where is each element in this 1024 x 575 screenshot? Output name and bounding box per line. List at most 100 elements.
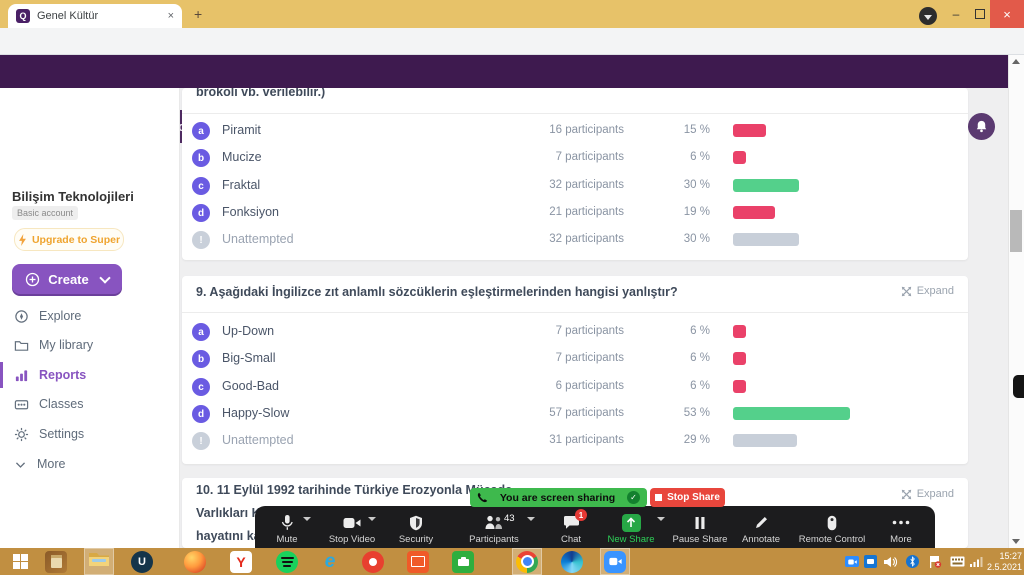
chevron-up-icon[interactable] [303, 517, 311, 521]
option-row: a Piramit 16 participants 15 % [182, 121, 968, 141]
zoom-panel-tab[interactable] [1013, 375, 1024, 398]
sidebar-item-explore[interactable]: Explore [0, 303, 180, 329]
new-share-button[interactable]: New Share [601, 506, 661, 548]
media-control-icon[interactable] [919, 7, 937, 25]
percentage: 6 % [690, 380, 710, 392]
security-button[interactable]: Security [385, 506, 447, 548]
mute-button[interactable]: Mute [259, 506, 315, 548]
expand-label: Expand [916, 285, 954, 297]
account-plan-badge: Basic account [12, 206, 79, 220]
toolbar-label: Mute [276, 534, 298, 545]
bluetooth-icon[interactable] [906, 554, 919, 569]
app-header: QUIZIZZ Search Reports [0, 55, 1024, 143]
scroll-down-arrow[interactable] [1012, 539, 1020, 544]
spotify-icon [276, 550, 298, 573]
clock-time: 15:27 [999, 551, 1022, 561]
percentage: 6 % [690, 352, 710, 364]
tab-close-icon[interactable]: × [167, 10, 174, 22]
result-bar [733, 380, 746, 393]
action-center-flag-icon[interactable] [928, 554, 942, 569]
option-row: d Happy-Slow 57 participants 53 % [182, 404, 968, 424]
shield-check-icon[interactable]: ✓ [627, 491, 640, 504]
taskbar-photos[interactable] [403, 548, 433, 575]
taskbar-internet-explorer[interactable]: e [315, 548, 345, 575]
browser-tab[interactable]: Q Genel Kültür × [8, 4, 182, 28]
notifications-bell[interactable] [968, 113, 995, 140]
scrollbar-thumb[interactable] [1010, 210, 1022, 252]
stop-video-button[interactable]: Stop Video [319, 506, 385, 548]
upgrade-button[interactable]: Upgrade to Super [14, 228, 124, 251]
percentage: 6 % [690, 325, 710, 337]
option-badge: b [192, 350, 210, 368]
sidebar-item-more[interactable]: More [0, 451, 180, 477]
stop-share-button[interactable]: Stop Share [650, 488, 725, 507]
start-button[interactable] [5, 548, 35, 575]
minimize-button[interactable]: – [952, 7, 960, 21]
taskbar-edge[interactable] [557, 548, 587, 575]
result-bar [733, 407, 850, 420]
taskbar-u-app[interactable]: U [127, 548, 157, 575]
screen-sharing-banner: You are screen sharing ✓ [470, 488, 647, 507]
percentage: 53 % [683, 407, 710, 419]
taskbar-store[interactable] [448, 548, 478, 575]
sidebar-item-label: More [37, 457, 66, 471]
chevron-up-icon[interactable] [527, 517, 535, 521]
participants-count: 32 participants [549, 233, 624, 245]
result-bar [733, 434, 797, 447]
create-button[interactable]: Create [12, 264, 122, 294]
taskbar-zoom[interactable] [600, 548, 630, 575]
pause-share-button[interactable]: Pause Share [665, 506, 735, 548]
active-indicator [0, 362, 3, 388]
taskbar-clock[interactable]: 15:27 2.5.2021 [986, 551, 1022, 574]
phone-icon [477, 492, 488, 503]
percentage: 6 % [690, 151, 710, 163]
close-window-button[interactable]: × [990, 0, 1024, 28]
taskbar-media-player[interactable] [358, 548, 388, 575]
more-button[interactable]: More [876, 506, 926, 548]
sidebar-item-my-library[interactable]: My library [0, 332, 180, 358]
sidebar-item-settings[interactable]: Settings [0, 421, 180, 447]
expand-button[interactable]: Expand [901, 488, 954, 500]
tray-app-icon[interactable] [864, 554, 877, 569]
taskbar-notes-app[interactable] [41, 548, 71, 575]
taskbar-yandex[interactable]: Y [226, 548, 256, 575]
chevron-up-icon[interactable] [368, 517, 376, 521]
taskbar-file-explorer[interactable] [84, 548, 114, 575]
participants-count-badge: 43 [504, 513, 515, 524]
chevron-up-icon[interactable] [657, 517, 665, 521]
expand-button[interactable]: Expand [901, 285, 954, 297]
annotate-button[interactable]: Annotate [735, 506, 787, 548]
percentage: 30 % [683, 233, 710, 245]
network-signal-icon[interactable] [970, 554, 983, 569]
option-label: Unattempted [222, 433, 294, 447]
option-row: b Big-Small 7 participants 6 % [182, 349, 968, 369]
touch-keyboard-icon[interactable] [950, 554, 965, 569]
volume-icon[interactable] [884, 554, 898, 569]
remote-control-button[interactable]: Remote Control [787, 506, 877, 548]
result-bar [733, 233, 799, 246]
toolbar-label: Chat [560, 534, 582, 545]
tray-zoom-icon[interactable] [845, 554, 859, 569]
create-label: Create [48, 271, 89, 287]
chrome-icon [516, 550, 538, 573]
taskbar-firefox[interactable] [180, 548, 210, 575]
sidebar-item-reports[interactable]: Reports [0, 362, 180, 388]
chat-button[interactable]: Chat [541, 506, 601, 548]
sidebar-item-classes[interactable]: Classes [0, 391, 180, 417]
participants-count: 32 participants [549, 179, 624, 191]
percentage: 29 % [683, 434, 710, 446]
toolbar-label: More [890, 534, 912, 545]
microphone-icon [279, 513, 295, 532]
option-row: a Up-Down 7 participants 6 % [182, 322, 968, 342]
participants-icon [484, 513, 504, 532]
page-scrollbar[interactable] [1008, 55, 1024, 548]
participants-button[interactable]: Participants [455, 506, 533, 548]
plus-circle-icon [26, 272, 40, 286]
taskbar-chrome[interactable] [512, 548, 542, 575]
taskbar-spotify[interactable] [272, 548, 302, 575]
scroll-up-arrow[interactable] [1012, 59, 1020, 64]
sidebar-item-label: My library [39, 338, 94, 352]
new-tab-button[interactable]: + [194, 6, 203, 22]
browser-tab-bar: Q Genel Kültür × + – × [0, 0, 1024, 28]
maximize-button[interactable] [966, 0, 994, 28]
